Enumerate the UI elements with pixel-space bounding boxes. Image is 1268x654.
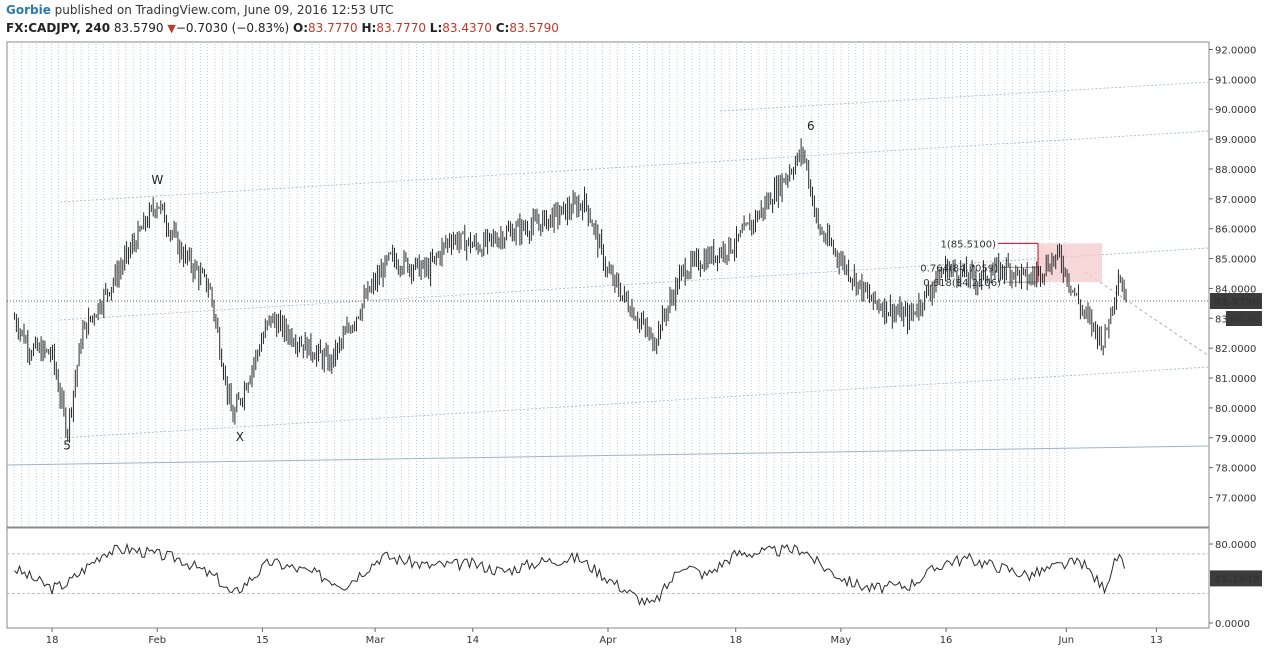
channel-line <box>719 81 1210 112</box>
x-tick-label: 18 <box>729 635 742 646</box>
last-price-text: 83.5790 <box>113 21 164 35</box>
down-arrow-icon: ▼ <box>167 22 176 35</box>
osc-value-badge <box>1210 570 1262 587</box>
fib-level-label: 0.618(84.2106) <box>923 278 1001 289</box>
main-pane[interactable] <box>6 41 1210 528</box>
osc-value-badge-text: 45.1649 <box>1214 574 1260 585</box>
wave-label: 6 <box>807 119 815 133</box>
y-tick-label: 87.0000 <box>1215 195 1256 206</box>
close-label: C: <box>495 21 510 35</box>
low-value: 83.4370 <box>442 21 492 35</box>
high-label: H: <box>361 21 377 35</box>
oscillator-line <box>14 542 1125 607</box>
countdown-text: 06:26 <box>1230 314 1259 325</box>
y-tick-label: 79.0000 <box>1215 434 1256 445</box>
y-tick-label: 82.0000 <box>1215 344 1256 355</box>
publish-header: Gorbie published on TradingView.com, Jun… <box>6 3 393 17</box>
channel-line <box>6 445 1210 466</box>
projection-line <box>1084 271 1210 357</box>
y-tick-label: 90.0000 <box>1215 105 1256 116</box>
osc-y-tick-label: 0.0000 <box>1215 619 1250 630</box>
low-label: L: <box>429 21 443 35</box>
y-tick-label: 81.0000 <box>1215 374 1256 385</box>
y-tick-label: 88.0000 <box>1215 165 1256 176</box>
symbol-label: FX:CADJPY, 240 <box>6 21 111 35</box>
y-tick-label: 77.0000 <box>1215 494 1256 505</box>
open-label: O: <box>293 21 309 35</box>
fib-level-label: 0.764(84.7059) <box>920 263 998 274</box>
y-tick-label: 85.0000 <box>1215 255 1256 266</box>
x-tick-label: 15 <box>256 635 269 646</box>
x-tick-label: 18 <box>46 635 59 646</box>
x-tick-label: Feb <box>148 635 166 646</box>
x-tick-label: Jun <box>1057 635 1074 646</box>
x-tick-label: 14 <box>466 635 479 646</box>
countdown-badge <box>1226 311 1262 327</box>
change-text: −0.7030 (−0.83%) <box>175 21 290 35</box>
fib-level-label: 1(85.5100) <box>940 239 996 250</box>
wave-label: W <box>151 173 163 187</box>
wave-label: X <box>236 430 244 444</box>
author-link[interactable]: Gorbie <box>6 3 51 17</box>
y-tick-label: 89.0000 <box>1215 135 1256 146</box>
wave-label: 5 <box>63 439 71 453</box>
close-value: 83.5790 <box>509 21 559 35</box>
y-tick-label: 92.0000 <box>1215 46 1256 57</box>
y-tick-label: 78.0000 <box>1215 464 1256 475</box>
x-tick-label: 16 <box>940 635 953 646</box>
y-tick-label: 80.0000 <box>1215 404 1256 415</box>
last-price-badge-text: 83.5790 <box>1214 297 1260 308</box>
x-tick-label: Mar <box>366 635 386 646</box>
x-tick-label: 13 <box>1150 635 1163 646</box>
osc-y-tick-label: 80.0000 <box>1215 540 1256 551</box>
ohlc-legend: FX:CADJPY, 240 83.5790 ▼−0.7030 (−0.83%)… <box>6 21 559 35</box>
x-tick-label: Apr <box>599 635 617 646</box>
x-tick-label: May <box>831 635 852 646</box>
high-value: 83.7770 <box>376 21 426 35</box>
open-value: 83.7770 <box>308 21 358 35</box>
target-zone <box>1038 243 1102 283</box>
y-tick-label: 86.0000 <box>1215 225 1256 236</box>
last-price-badge <box>1210 293 1262 310</box>
y-tick-label: 84.0000 <box>1215 284 1256 295</box>
y-tick-label: 91.0000 <box>1215 75 1256 86</box>
published-text: published on TradingView.com, June 09, 2… <box>50 3 394 17</box>
